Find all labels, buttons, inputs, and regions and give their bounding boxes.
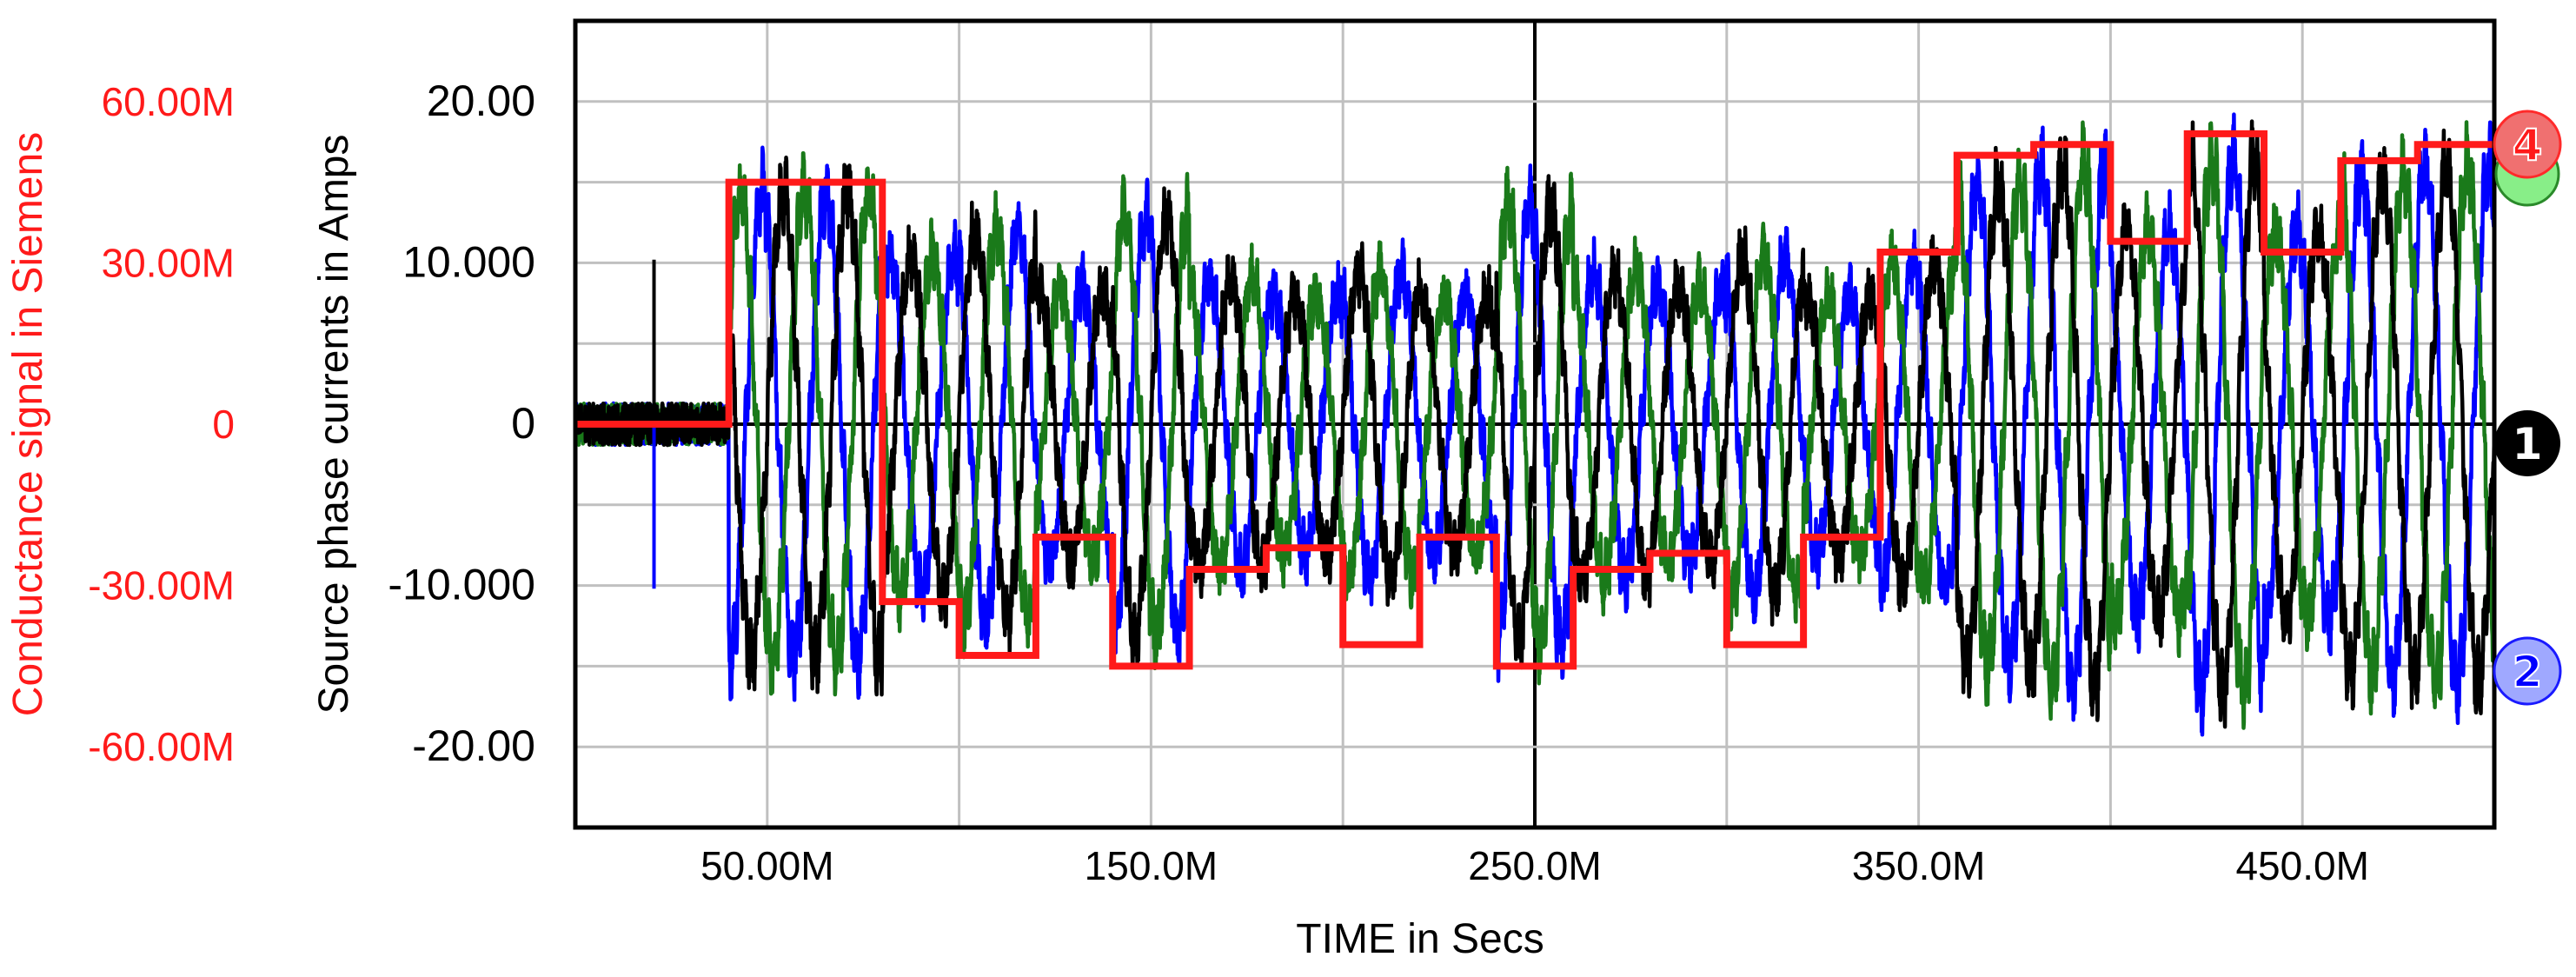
y-axis-title: Source phase currents in Amps — [311, 134, 357, 714]
series-1-line — [575, 119, 2494, 729]
y2-tick-label: 0 — [212, 402, 235, 447]
x-tick-label: 50.00M — [700, 843, 833, 888]
y2-tick-label: -60.00M — [88, 724, 235, 769]
x-axis-ticks: 50.00M 150.0M 250.0M 350.0M 450.0M — [700, 843, 2369, 888]
y-tick-label: 10.000 — [402, 237, 535, 286]
plot-frame — [573, 18, 2497, 830]
series-4-marker-circle — [2493, 110, 2562, 179]
y-tick-label: 20.00 — [427, 76, 535, 125]
left-axis-ticks: 20.00 10.000 0 -10.000 -20.00 — [388, 76, 535, 770]
y-tick-label: -10.000 — [388, 561, 535, 609]
series-3-line — [575, 120, 2494, 730]
y2-tick-label: 60.00M — [102, 79, 235, 124]
series-1-marker: 1 — [2494, 410, 2560, 476]
x-tick-label: 150.0M — [1085, 843, 1218, 888]
x-tick-label: 350.0M — [1852, 843, 1985, 888]
y-tick-label: -20.00 — [412, 721, 535, 770]
x-tick-label: 450.0M — [2235, 843, 2368, 888]
y2-tick-label: -30.00M — [88, 563, 235, 608]
series-1-marker-circle — [2494, 410, 2560, 476]
series-layer — [575, 112, 2494, 737]
series-2-line — [575, 112, 2494, 737]
series-2-marker: 2 — [2493, 636, 2562, 706]
y2-tick-label: 30.00M — [102, 240, 235, 285]
y2-axis-title: Conductance signal in Siemens — [5, 132, 51, 716]
series-1-marker-label: 1 — [2513, 419, 2543, 469]
left-red-axis-ticks: 60.00M 30.00M 0 -30.00M -60.00M — [88, 79, 235, 769]
series-2-marker-label: 2 — [2513, 647, 2543, 697]
y-tick-label: 0 — [511, 399, 535, 448]
series-4-marker-label: 4 — [2513, 120, 2543, 170]
series-4-line — [575, 130, 2494, 670]
x-axis-title: TIME in Secs — [1296, 916, 1544, 962]
x-tick-label: 250.0M — [1468, 843, 1601, 888]
plot-area — [575, 112, 2494, 737]
series-2-marker-circle — [2493, 636, 2562, 706]
series-4-marker: 4 — [2493, 110, 2562, 207]
